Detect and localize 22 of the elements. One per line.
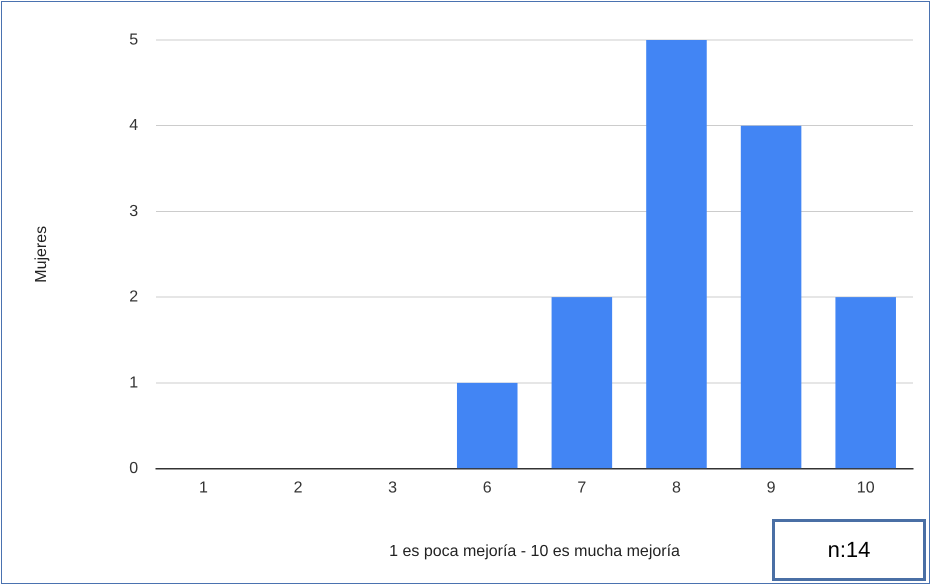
x-tick-label: 9	[766, 480, 776, 497]
text: n:14	[772, 519, 926, 581]
x-tick-label: 10	[856, 480, 875, 497]
bar	[740, 126, 802, 468]
x-tick-label: 3	[388, 480, 398, 497]
bar	[835, 297, 896, 468]
y-tick-label: 3	[129, 202, 138, 220]
y-tick-label: 4	[129, 117, 138, 134]
y-axis-title: Mujeres	[33, 226, 50, 283]
x-tick-label: 7	[577, 480, 586, 497]
x-tick-label: 1	[198, 480, 208, 497]
x-tick-label: 8	[672, 480, 682, 497]
y-tick-label: 0	[129, 460, 138, 478]
bar	[552, 297, 612, 468]
x-tick-label: 6	[482, 480, 492, 497]
x-axis-title: 1 es poca mejoría - 10 es mucha mejoría	[389, 542, 680, 560]
x-tick-label: 2	[294, 480, 303, 497]
bar	[456, 382, 518, 468]
bar	[646, 40, 707, 468]
y-tick-label: 5	[129, 31, 138, 48]
y-tick-label: 2	[129, 288, 138, 306]
y-tick-label: 1	[129, 374, 138, 392]
